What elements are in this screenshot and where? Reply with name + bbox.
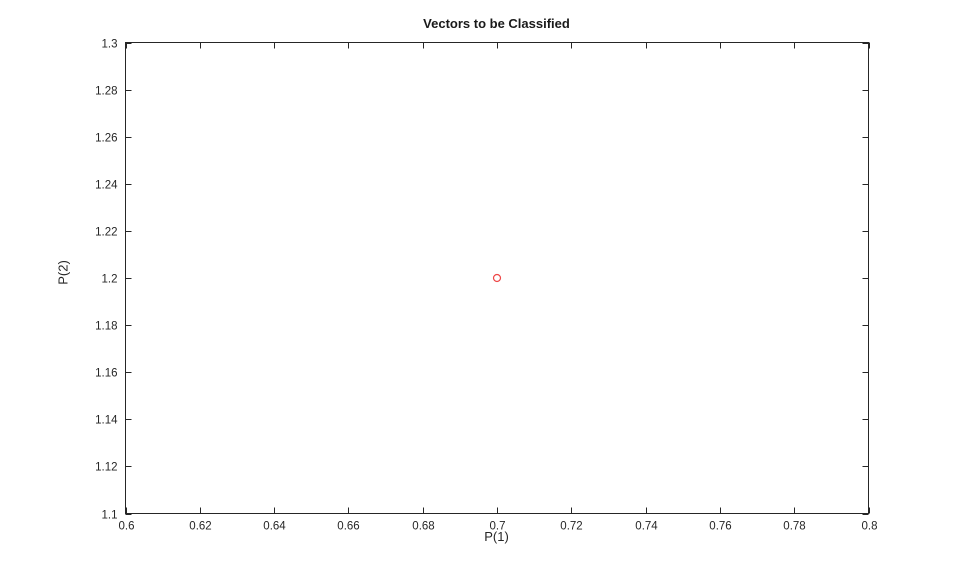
y-tick-label: 1.14 <box>95 415 118 427</box>
x-tick-label: 0.64 <box>263 521 286 533</box>
y-tick-label: 1.28 <box>95 86 117 98</box>
data-point-marker <box>492 273 502 283</box>
y-tick-label: 1.22 <box>95 227 117 239</box>
chart-title: Vectors to be Classified <box>423 16 570 31</box>
x-tick-label: 0.72 <box>560 521 582 533</box>
y-tick-label: 1.12 <box>95 462 117 474</box>
series-layer <box>492 273 502 283</box>
y-tick-label: 1.1 <box>102 510 118 522</box>
x-tick-label: 0.76 <box>709 521 731 533</box>
x-tick-label: 0.62 <box>189 521 211 533</box>
x-tick-label: 0.7 <box>490 521 506 533</box>
x-tick-label: 0.66 <box>337 521 359 533</box>
x-tick-label: 0.6 <box>119 521 135 533</box>
axes-box <box>125 42 869 514</box>
x-tick-label: 0.78 <box>783 521 805 533</box>
y-tick-label: 1.16 <box>95 368 117 380</box>
y-tick-label: 1.24 <box>95 180 118 192</box>
x-axis-label: P(1) <box>484 529 509 544</box>
x-tick-label: 0.68 <box>412 521 434 533</box>
x-tick-label: 0.74 <box>635 521 658 533</box>
y-tick-label: 1.26 <box>95 133 117 145</box>
y-tick-label: 1.2 <box>102 274 118 286</box>
x-tick-label: 0.8 <box>862 521 878 533</box>
y-tick-label: 1.3 <box>102 39 118 51</box>
y-tick-label: 1.18 <box>95 321 117 333</box>
y-axis-label: P(2) <box>55 260 71 285</box>
tick-labels-layer: 0.6 0.62 0.64 0.66 0.68 0.7 0.72 0.74 0.76 0.78 0.… <box>95 39 877 533</box>
ticks-layer <box>125 42 870 515</box>
